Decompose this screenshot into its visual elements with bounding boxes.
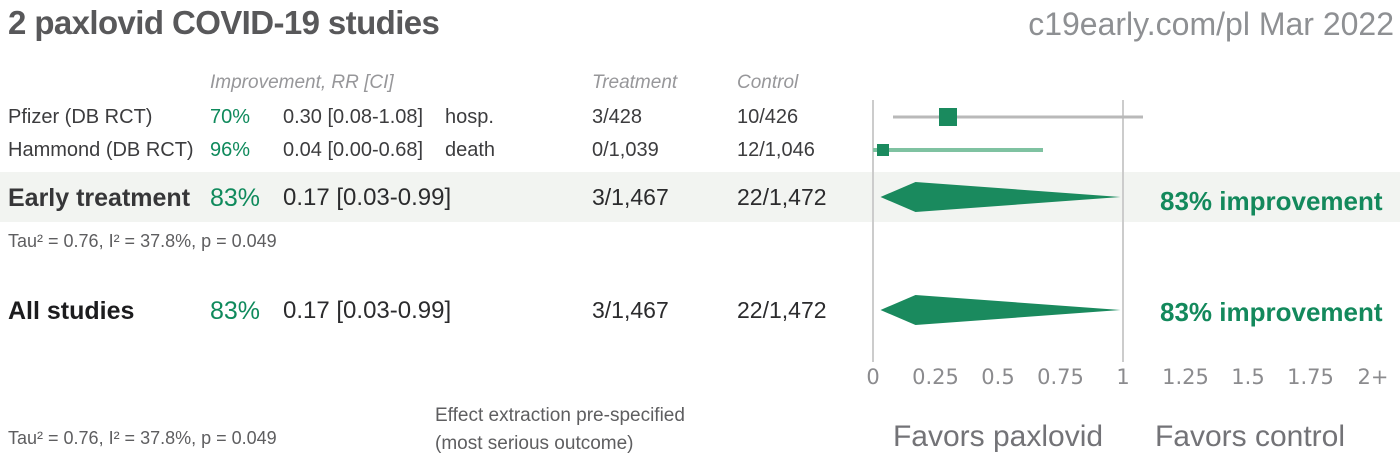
summary-label: All studies	[8, 297, 135, 325]
col-header-control: Control	[737, 72, 799, 93]
summary-highlight-band	[0, 172, 1400, 222]
rr-ci-value: 0.30 [0.08-1.08]	[283, 106, 424, 128]
study-label[interactable]: Hammond (DB RCT)	[8, 139, 194, 161]
summary-label: Early treatment	[8, 184, 191, 212]
outcome-value: death	[445, 139, 496, 161]
axis-tick: 1	[1116, 365, 1130, 389]
improvement-value: 83%	[210, 297, 261, 325]
outcome-value: hosp.	[445, 106, 494, 128]
col-header-improvement: Improvement, RR [CI]	[210, 72, 394, 93]
col-header-treatment: Treatment	[592, 72, 678, 93]
page-title: 2 paxlovid COVID-19 studies	[8, 4, 440, 41]
axis-tick: 0.25	[912, 365, 959, 389]
axis-tick: 1.5	[1231, 365, 1265, 389]
control-count: 22/1,472	[737, 184, 827, 210]
improvement-value: 83%	[210, 184, 261, 212]
improvement-note: 83% improvement	[1160, 297, 1383, 327]
control-count: 12/1,046	[737, 139, 815, 161]
treatment-count: 3/1,467	[592, 297, 669, 323]
rr-ci-value: 0.17 [0.03-0.99]	[283, 297, 452, 324]
control-count: 22/1,472	[737, 297, 827, 323]
improvement-note: 83% improvement	[1160, 186, 1383, 216]
source-link[interactable]: c19early.com/pl Mar 2022	[1028, 6, 1394, 42]
rr-ci-value: 0.17 [0.03-0.99]	[283, 184, 452, 211]
treatment-count: 0/1,039	[592, 139, 659, 161]
axis-tick: 2+	[1357, 365, 1389, 389]
effect-extraction-note: Effect extraction pre-specified (most se…	[435, 402, 685, 458]
rr-ci-value: 0.04 [0.00-0.68]	[283, 139, 424, 161]
control-count: 10/426	[737, 106, 799, 128]
effect-note-line2: (most serious outcome)	[435, 433, 634, 454]
axis-tick: 0.5	[981, 365, 1015, 389]
improvement-value: 96%	[210, 139, 251, 161]
effect-note-line1: Effect extraction pre-specified	[435, 405, 685, 426]
study-label[interactable]: Pfizer (DB RCT)	[8, 106, 153, 128]
heterogeneity-stats: Tau² = 0.76, I² = 37.8%, p = 0.049	[8, 428, 277, 448]
favors-control-label: Favors control	[1154, 420, 1346, 453]
improvement-value: 70%	[210, 106, 251, 128]
axis-tick: 0	[866, 365, 880, 389]
heterogeneity-stats: Tau² = 0.76, I² = 37.8%, p = 0.049	[8, 231, 277, 251]
axis-tick: 1.75	[1287, 365, 1334, 389]
favors-treatment-label: Favors paxlovid	[892, 420, 1104, 453]
treatment-count: 3/1,467	[592, 184, 669, 210]
axis-tick: 0.75	[1037, 365, 1084, 389]
treatment-count: 3/428	[592, 106, 643, 128]
axis-tick: 1.25	[1162, 365, 1209, 389]
